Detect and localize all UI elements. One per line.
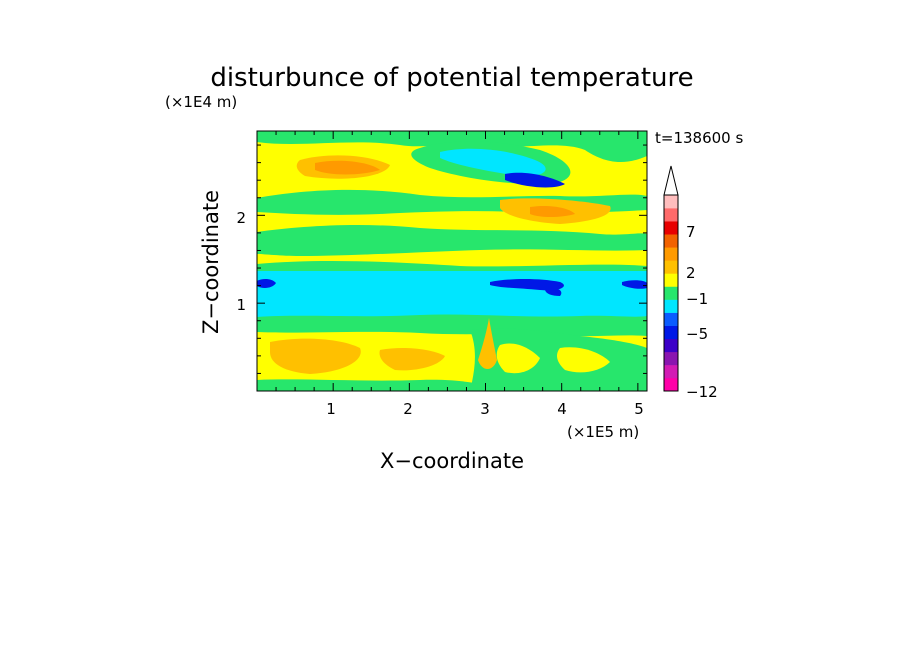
plot-frame-group (256, 130, 648, 392)
band-lower-green (257, 314, 647, 337)
y-tick-label-1: 1 (236, 296, 246, 314)
colorbar-swatch-12 (664, 221, 678, 235)
orange-core-right (530, 205, 575, 217)
colorbar-swatch-8 (664, 273, 678, 287)
orange-core-top-left (315, 160, 380, 175)
chart-title: disturbunce of potential temperature (210, 63, 693, 93)
band-green-3 (257, 260, 647, 272)
band-top-green (257, 131, 647, 163)
colorbar-label-2: 2 (686, 264, 696, 282)
colorbar-label-minus12: −12 (686, 383, 718, 401)
colorbar-swatch-1 (664, 364, 678, 379)
colorbar-swatch-14 (664, 195, 678, 209)
colorbar-swatch-0 (664, 377, 678, 392)
colorbar-swatch-4 (664, 325, 678, 340)
lower-right-yellow-2 (557, 347, 610, 373)
plot-frame (256, 130, 648, 392)
band-cyan (257, 271, 647, 317)
colorbar-label-minus5: −5 (686, 325, 708, 343)
heatmap-field (257, 131, 647, 391)
time-label: t=138600 s (655, 129, 743, 147)
mountain-wave-plume (478, 318, 497, 369)
x-axis-label: X−coordinate (380, 449, 524, 473)
colorbar (663, 194, 679, 392)
blue-spot-center-2 (545, 287, 562, 296)
cyan-patch-top (440, 148, 546, 177)
orange-patch-bottom-left (270, 338, 361, 374)
bottom-green-strip (257, 379, 480, 391)
orange-patch-bottom-mid (379, 348, 445, 371)
blue-spot-right (622, 280, 647, 289)
x-tick-label-4: 4 (557, 400, 567, 418)
blue-spot-left (257, 278, 276, 288)
blue-spot-center (490, 279, 564, 291)
colorbar-swatch-5 (664, 312, 678, 326)
band-green-2 (257, 225, 647, 256)
blue-patch-top (505, 172, 565, 188)
colorbar-swatch-6 (664, 299, 678, 313)
colorbar-extend-arrow (663, 165, 679, 196)
x-tick-label-2: 2 (403, 400, 413, 418)
colorbar-swatch-11 (664, 234, 678, 248)
colorbar-swatch-13 (664, 208, 678, 222)
x-tick-label-3: 3 (480, 400, 490, 418)
colorbar-label-7: 7 (686, 223, 696, 241)
colorbar-swatch-10 (664, 247, 678, 261)
colorbar-label-minus1: −1 (686, 290, 708, 308)
y-unit-label: (×1E4 m) (165, 93, 237, 111)
colorbar-swatch-9 (664, 260, 678, 274)
y-ticks (257, 144, 647, 392)
x-tick-label-1: 1 (326, 400, 336, 418)
y-axis-label: Z−coordinate (199, 190, 223, 334)
x-tick-label-5: 5 (634, 400, 644, 418)
y-tick-label-2: 2 (236, 209, 246, 227)
lower-right-yellow-1 (496, 343, 540, 374)
colorbar-swatch-7 (664, 286, 678, 300)
colorbar-swatch-3 (664, 338, 678, 353)
x-ticks (256, 131, 639, 391)
colorbar-swatch-2 (664, 351, 678, 366)
x-unit-label: (×1E5 m) (567, 423, 639, 441)
